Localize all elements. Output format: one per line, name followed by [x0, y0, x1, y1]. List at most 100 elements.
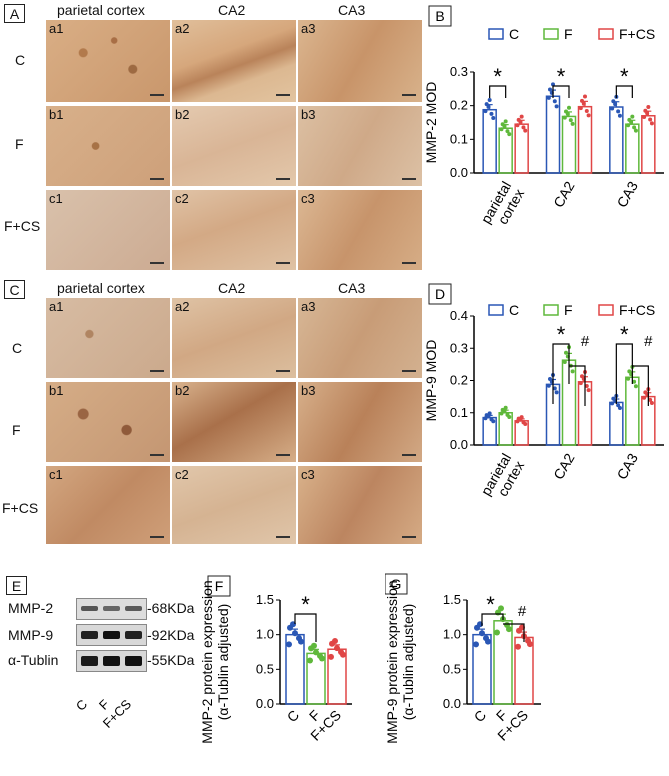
significance-bracket: [615, 85, 633, 98]
panel-label-g: [385, 573, 408, 595]
chart-b: B 0.0 0.1 0.2 0.3 MMP-2 MOD C F F+CS parietalcort…: [424, 5, 664, 227]
significance-star: *: [486, 592, 495, 617]
tile-c-c3: c3: [298, 466, 422, 544]
data-point: [523, 128, 528, 133]
significance-star: *: [620, 64, 629, 89]
data-point: [332, 638, 338, 645]
data-point: [616, 109, 621, 114]
data-point: [491, 116, 496, 121]
y-tick-label: 0.2: [450, 373, 468, 388]
significance-bracket: [481, 613, 504, 626]
significance-star: *: [557, 64, 566, 89]
data-point: [519, 114, 524, 119]
data-point: [554, 390, 559, 395]
data-point: [519, 415, 524, 420]
data-point: [518, 120, 523, 125]
tile-c-c2: c2: [172, 466, 296, 544]
significance-hash: #: [518, 603, 527, 620]
x-tick-label-2: CA3: [613, 450, 641, 482]
panel-label-text: D: [435, 286, 445, 302]
tile-a2: a2: [172, 20, 296, 102]
y-tick-label: 1.5: [443, 592, 461, 607]
tile-c2: c2: [172, 190, 296, 270]
tile-c-a2: a2: [172, 298, 296, 378]
panel-label-text: G: [391, 576, 402, 592]
lane-label-c: C: [73, 697, 90, 714]
significance-star: *: [620, 322, 629, 347]
blot-label-tublin: α-Tublin: [8, 652, 59, 668]
data-point: [527, 641, 533, 648]
legend-entry: F+CS: [619, 26, 655, 42]
tile-c1: c1: [46, 190, 170, 270]
col-title-ca3-c: CA3: [338, 280, 366, 296]
y-tick-label: 0.4: [450, 308, 468, 323]
data-point: [311, 642, 317, 649]
y-tick-label: 0.0: [450, 437, 468, 452]
data-point: [568, 118, 573, 123]
data-point: [298, 638, 304, 645]
data-point: [626, 123, 631, 128]
data-point: [586, 388, 591, 393]
x-tick-label-1: CA2: [550, 450, 578, 482]
legend-entry: C: [509, 302, 519, 318]
data-point: [646, 104, 651, 109]
data-point: [507, 132, 512, 137]
data-point: [473, 641, 479, 648]
data-point: [340, 651, 346, 658]
data-point: [610, 106, 615, 111]
data-point: [502, 124, 507, 129]
data-point: [617, 113, 622, 118]
data-point: [629, 120, 634, 125]
y-axis-label: MMP-9 MOD: [424, 340, 439, 422]
blot-size-mmp9: -92KDa: [147, 627, 195, 643]
data-point: [581, 101, 586, 106]
panel-label-e: E: [6, 576, 27, 595]
data-point: [507, 415, 512, 420]
significance-bracket: [503, 623, 525, 642]
data-point: [499, 127, 504, 132]
tile-c-a3: a3: [298, 298, 422, 378]
data-point: [503, 119, 508, 124]
data-point: [494, 629, 500, 636]
chart-f: F 0.0 0.5 1.0 1.5 MMP-2 protein expression (α-…: [200, 575, 352, 744]
x-tick-label-0: C: [284, 707, 302, 725]
row-label-fcs: F+CS: [4, 218, 41, 234]
data-point: [483, 109, 488, 114]
data-point: [570, 369, 575, 374]
x-tick-label-1: CA2: [550, 178, 578, 210]
data-point: [546, 95, 551, 100]
data-point: [632, 125, 637, 130]
significance-star: *: [493, 64, 502, 89]
data-point: [583, 94, 587, 99]
data-point: [499, 411, 504, 416]
data-point: [506, 626, 512, 633]
legend-swatch: [543, 28, 559, 40]
data-point: [570, 121, 575, 126]
row-label-c: C: [15, 52, 26, 68]
data-point: [485, 638, 491, 645]
data-point: [632, 379, 637, 384]
y-axis-label: MMP-2 protein expression: [200, 580, 215, 743]
data-point: [562, 115, 567, 120]
chart-d: D 0.0 0.1 0.2 0.3 0.4 MMP-9 MOD C F F+CS parietalc…: [424, 283, 664, 499]
y-tick-label: 1.0: [256, 627, 274, 642]
data-point: [483, 416, 488, 421]
significance-bracket: [489, 85, 507, 98]
blot-lane-labels: C F F+CS: [73, 696, 134, 731]
y-axis-label: MMP-2 MOD: [424, 82, 439, 164]
data-point: [319, 655, 325, 662]
legend-swatch: [543, 304, 559, 316]
data-point: [313, 649, 319, 656]
blot-size-tublin: -55KDa: [147, 652, 195, 668]
col-title-parietal-c: parietal cortex: [57, 280, 145, 296]
legend-swatch: [598, 304, 614, 316]
data-point: [548, 87, 552, 92]
data-point: [627, 369, 632, 374]
blot-strip-mmp9: [76, 624, 147, 646]
data-point: [286, 641, 292, 648]
y-tick-label: 0.1: [450, 405, 468, 420]
tile-b1: b1: [46, 106, 170, 186]
data-point: [626, 376, 631, 381]
tile-c-c1: c1: [46, 466, 170, 544]
col-title-ca3: CA3: [338, 2, 366, 18]
